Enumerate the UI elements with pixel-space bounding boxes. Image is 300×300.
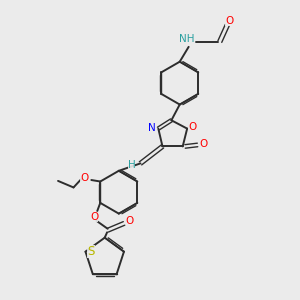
Text: NH: NH xyxy=(179,34,195,44)
Text: O: O xyxy=(90,212,98,222)
Text: O: O xyxy=(225,16,233,26)
Text: O: O xyxy=(80,172,88,183)
Text: O: O xyxy=(126,216,134,226)
Text: N: N xyxy=(148,123,156,133)
Text: S: S xyxy=(87,245,94,258)
Text: O: O xyxy=(188,122,196,132)
Text: H: H xyxy=(128,160,135,170)
Text: O: O xyxy=(200,140,208,149)
